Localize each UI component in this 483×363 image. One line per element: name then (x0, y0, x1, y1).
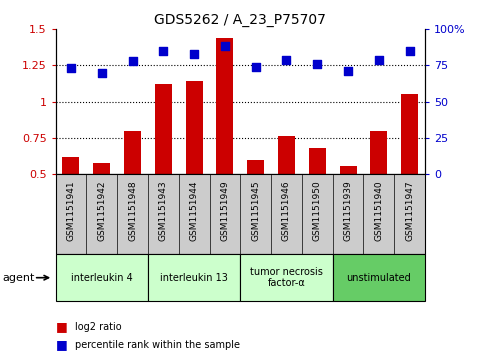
Text: unstimulated: unstimulated (346, 273, 411, 283)
Text: GSM1151950: GSM1151950 (313, 181, 322, 241)
Bar (340, 166, 356, 174)
Text: agent: agent (2, 273, 35, 283)
Text: GSM1151947: GSM1151947 (405, 181, 414, 241)
Bar (62, 157, 79, 174)
Bar (185, 81, 202, 174)
Text: GSM1151940: GSM1151940 (374, 181, 384, 241)
Point (283, 57, 290, 62)
Title: GDS5262 / A_23_P75707: GDS5262 / A_23_P75707 (155, 13, 326, 26)
Bar (333, 254, 425, 301)
Text: GSM1151939: GSM1151939 (343, 181, 353, 241)
Point (406, 48, 413, 54)
Bar (148, 254, 241, 301)
Text: ■: ■ (56, 320, 67, 333)
Text: tumor necrosis
factor-α: tumor necrosis factor-α (250, 267, 323, 289)
Bar (309, 148, 326, 174)
Point (344, 68, 352, 74)
Point (128, 58, 136, 64)
Bar (247, 160, 264, 174)
Text: GSM1151944: GSM1151944 (190, 181, 199, 241)
Bar (278, 136, 295, 174)
Text: GSM1151942: GSM1151942 (97, 181, 106, 241)
Text: GSM1151946: GSM1151946 (282, 181, 291, 241)
Point (98, 70, 106, 76)
Text: GSM1151941: GSM1151941 (67, 181, 75, 241)
Point (252, 64, 259, 70)
Bar (401, 94, 418, 174)
Bar (93, 163, 110, 174)
Text: GSM1151948: GSM1151948 (128, 181, 137, 241)
Bar (155, 84, 172, 174)
Point (313, 61, 321, 67)
Text: log2 ratio: log2 ratio (75, 322, 122, 332)
Bar (370, 131, 387, 174)
Text: interleukin 4: interleukin 4 (71, 273, 133, 283)
Text: interleukin 13: interleukin 13 (160, 273, 228, 283)
Text: GSM1151945: GSM1151945 (251, 181, 260, 241)
Bar (216, 38, 233, 174)
Point (221, 44, 229, 49)
Point (67, 65, 75, 71)
Text: ■: ■ (56, 338, 67, 351)
Bar (240, 254, 333, 301)
Point (375, 57, 383, 62)
Bar (124, 131, 141, 174)
Text: GSM1151943: GSM1151943 (159, 181, 168, 241)
Point (190, 51, 198, 57)
Text: percentile rank within the sample: percentile rank within the sample (75, 340, 240, 350)
Point (159, 48, 167, 54)
Bar (56, 254, 148, 301)
Text: GSM1151949: GSM1151949 (220, 181, 229, 241)
